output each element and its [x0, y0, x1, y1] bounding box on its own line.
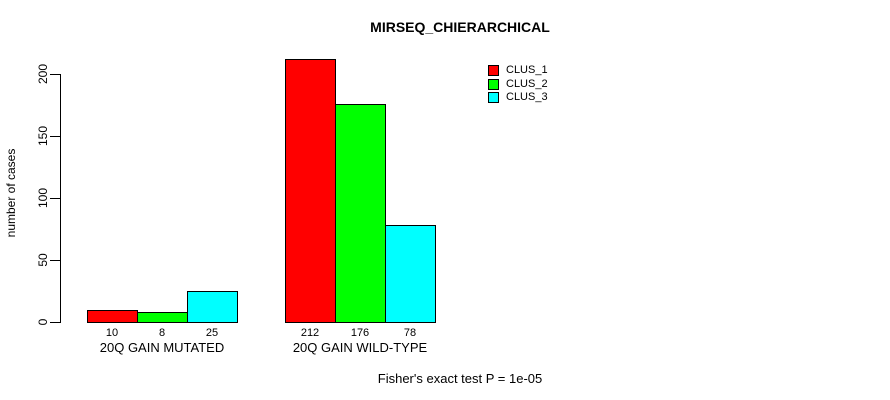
bar-clus_1-2	[285, 59, 336, 323]
y-axis-tick-label: 0	[36, 318, 50, 326]
chart-title: MIRSEQ_CHIERARCHICAL	[370, 19, 550, 35]
legend-label: CLUS_1	[506, 64, 548, 76]
legend-swatch-clus_1	[488, 65, 499, 76]
bar-value-label: 10	[105, 327, 119, 339]
y-axis-title: number of cases	[4, 148, 18, 238]
category-label: 20Q GAIN MUTATED	[99, 340, 225, 355]
y-axis-tick-label: 200	[36, 63, 50, 84]
y-axis-tick-label: 100	[36, 187, 50, 208]
legend-label: CLUS_3	[506, 91, 548, 104]
y-axis-tick	[50, 73, 60, 75]
category-label: 20Q GAIN WILD-TYPE	[292, 340, 428, 355]
legend-label: CLUS_2	[506, 77, 548, 90]
y-axis-tick	[50, 197, 60, 199]
bar-clus_3-1	[187, 291, 238, 323]
bar-value-label: 78	[403, 327, 417, 339]
y-axis-tick	[50, 259, 60, 261]
bar-clus_2-1	[137, 312, 188, 323]
y-axis-tick	[50, 322, 60, 323]
legend-swatch-clus_2	[488, 78, 499, 90]
y-axis-tick	[50, 135, 60, 137]
bar-value-label: 212	[300, 327, 320, 339]
y-axis-tick-label: 150	[36, 125, 50, 146]
bar-clus_2-2	[335, 104, 386, 323]
legend-swatch-clus_3	[488, 92, 499, 104]
footer-note: Fisher's exact test P = 1e-05	[377, 371, 543, 386]
bar-clus_3-2	[385, 225, 436, 323]
bar-value-label: 25	[205, 327, 219, 339]
bar-value-label: 8	[158, 327, 166, 339]
y-axis-line	[60, 73, 61, 323]
bar-clus_1-1	[87, 310, 138, 323]
y-axis-tick-label: 50	[36, 253, 50, 267]
bar-value-label: 176	[350, 327, 370, 339]
